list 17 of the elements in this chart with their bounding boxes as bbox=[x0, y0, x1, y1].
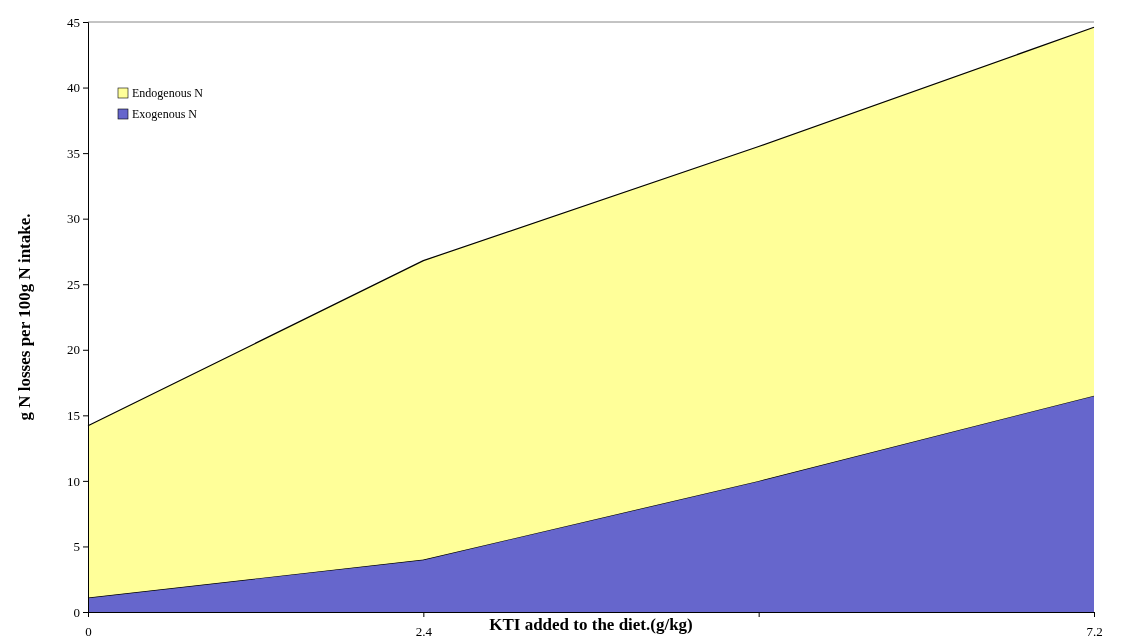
x-tick-label: 2.4 bbox=[415, 623, 433, 637]
y-tick-label: 30 bbox=[67, 211, 80, 227]
y-tick-label: 40 bbox=[67, 80, 80, 96]
y-tick-label: 20 bbox=[67, 342, 80, 358]
y-tick-label: 10 bbox=[67, 473, 80, 489]
y-tick-label: 15 bbox=[67, 407, 80, 423]
y-tick-label: 35 bbox=[67, 145, 80, 161]
x-tick-label: 7.2 bbox=[1086, 623, 1103, 637]
legend-label: Exogenous N bbox=[132, 107, 198, 121]
y-tick-label: 0 bbox=[73, 604, 80, 620]
y-axis-title: g N losses per 100g N intake. bbox=[15, 213, 34, 421]
x-tick-label: 0 bbox=[85, 623, 92, 637]
y-tick-label: 25 bbox=[67, 276, 80, 292]
x-axis-title: KTI added to the diet.(g/kg) bbox=[489, 615, 693, 634]
y-tick-label: 5 bbox=[73, 539, 80, 555]
legend-label: Endogenous N bbox=[132, 86, 204, 100]
y-tick-label: 45 bbox=[67, 14, 80, 30]
